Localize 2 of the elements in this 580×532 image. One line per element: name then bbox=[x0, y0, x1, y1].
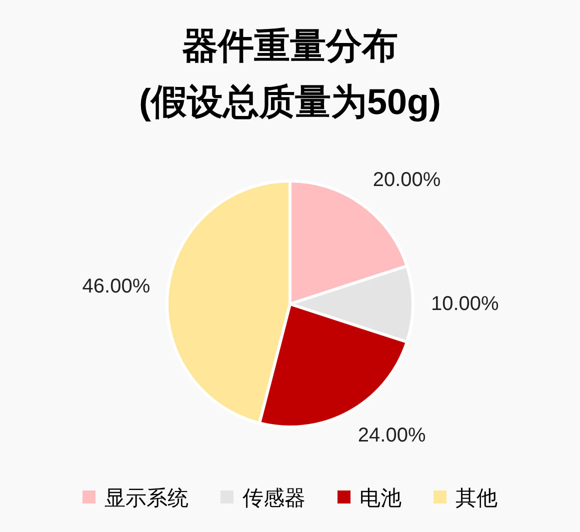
subtitle: (假设总质量为50g) bbox=[139, 81, 441, 122]
title: 器件重量分布 bbox=[182, 25, 398, 66]
